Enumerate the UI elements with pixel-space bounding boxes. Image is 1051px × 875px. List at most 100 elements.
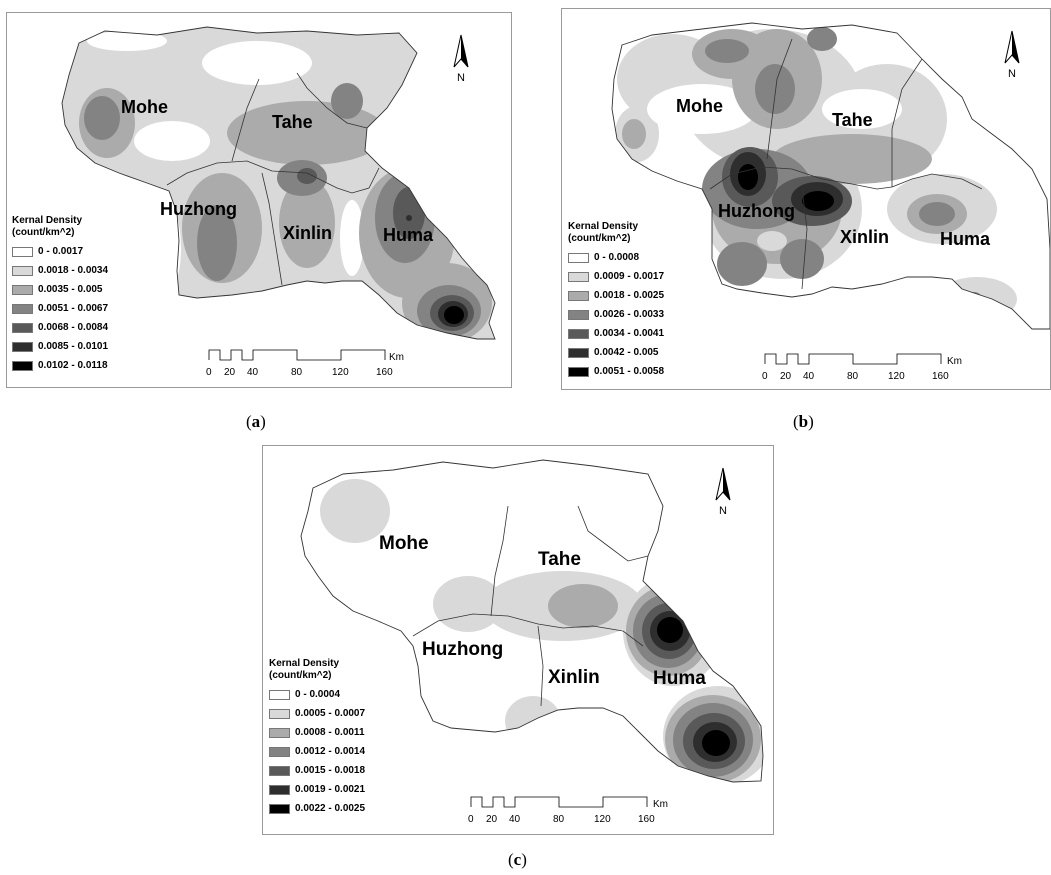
caption-letter: a	[251, 412, 261, 431]
north-label: N	[457, 72, 465, 84]
legend-label: 0.0015 - 0.0018	[295, 765, 366, 776]
region-label-tahe: Tahe	[832, 110, 873, 130]
north-arrow-icon: N	[453, 34, 469, 84]
legend-entry: 0.0035 - 0.005	[12, 280, 108, 299]
region-label-xinlin: Xinlin	[548, 667, 600, 688]
map-panel-a: Mohe Tahe Huzhong Xinlin Huma N Km 0 20 …	[6, 12, 512, 388]
legend-title-line: (count/km^2)	[269, 670, 332, 681]
legend-swatch	[269, 746, 290, 757]
legend-label: 0 - 0.0008	[594, 252, 640, 263]
legend-label: 0.0035 - 0.005	[38, 284, 103, 295]
scale-unit: Km	[389, 352, 404, 363]
caption-b: (b)	[793, 412, 814, 431]
legend-entry: 0 - 0.0017	[12, 242, 108, 261]
legend-title-line: Kernal Density	[568, 221, 639, 232]
scale-tick: 80	[291, 367, 303, 378]
legend-swatch	[12, 246, 33, 257]
legend-entry: 0.0026 - 0.0033	[568, 305, 664, 324]
legend-label: 0.0012 - 0.0014	[295, 746, 366, 757]
legend-label: 0.0051 - 0.0067	[38, 303, 109, 314]
legend-title: Kernal Density (count/km^2)	[568, 221, 664, 245]
legend-swatch	[12, 284, 33, 295]
legend-label: 0.0068 - 0.0084	[38, 322, 109, 333]
legend-swatch	[12, 303, 33, 314]
region-label-tahe: Tahe	[538, 549, 581, 570]
legend-entry: 0.0012 - 0.0014	[269, 742, 365, 761]
north-arrow-icon: N	[1004, 30, 1020, 80]
scale-tick: 0	[762, 371, 768, 382]
region-label-huma: Huma	[653, 668, 706, 689]
region-label-mohe: Mohe	[121, 97, 168, 117]
legend-entry: 0.0018 - 0.0025	[568, 286, 664, 305]
legend-label: 0 - 0.0017	[38, 246, 84, 257]
scale-tick: 120	[888, 371, 905, 382]
legend-entry: 0.0022 - 0.0025	[269, 799, 365, 818]
legend-entry: 0.0008 - 0.0011	[269, 723, 365, 742]
legend-label: 0.0018 - 0.0025	[594, 290, 665, 301]
density-map-b: Mohe Tahe Huzhong Xinlin Huma N Km 0 20 …	[611, 22, 1050, 382]
legend-title-line: (count/km^2)	[12, 227, 75, 238]
legend-entry: 0.0015 - 0.0018	[269, 761, 365, 780]
legend-a: Kernal Density (count/km^2) 0 - 0.0017 0.…	[12, 215, 108, 375]
scale-tick: 0	[206, 367, 212, 378]
map-panel-c: Mohe Tahe Huzhong Xinlin Huma N Km 0 20 …	[262, 445, 774, 835]
legend-label: 0.0022 - 0.0025	[295, 803, 366, 814]
scale-tick: 40	[509, 814, 521, 825]
legend-swatch	[568, 290, 589, 301]
legend-title: Kernal Density (count/km^2)	[12, 215, 108, 239]
legend-entry: 0.0009 - 0.0017	[568, 267, 664, 286]
legend-swatch	[269, 784, 290, 795]
scale-tick: 0	[468, 814, 474, 825]
legend-title-line: Kernal Density	[12, 215, 83, 226]
legend-label: 0.0102 - 0.0118	[38, 360, 108, 371]
region-label-huzhong: Huzhong	[718, 201, 795, 221]
density-map-a: Mohe Tahe Huzhong Xinlin Huma N Km 0 20 …	[61, 26, 496, 378]
legend-entry: 0.0018 - 0.0034	[12, 261, 108, 280]
legend-swatch	[568, 271, 589, 282]
legend-entry: 0.0042 - 0.005	[568, 343, 664, 362]
scale-tick: 20	[224, 367, 236, 378]
legend-label: 0.0034 - 0.0041	[594, 328, 665, 339]
caption-letter: b	[798, 412, 809, 431]
scale-tick: 40	[247, 367, 259, 378]
legend-label: 0.0042 - 0.005	[594, 347, 659, 358]
legend-entry: 0.0051 - 0.0067	[12, 299, 108, 318]
region-label-huma: Huma	[940, 229, 991, 249]
scale-tick: 160	[932, 371, 949, 382]
legend-label: 0.0051 - 0.0058	[594, 366, 665, 377]
scale-unit: Km	[653, 799, 668, 810]
legend-swatch	[568, 366, 589, 377]
legend-swatch	[568, 347, 589, 358]
legend-entry: 0 - 0.0004	[269, 685, 365, 704]
legend-entry: 0.0005 - 0.0007	[269, 704, 365, 723]
legend-swatch	[12, 322, 33, 333]
legend-swatch	[269, 727, 290, 738]
caption-letter: c	[513, 850, 522, 869]
region-label-xinlin: Xinlin	[840, 227, 889, 247]
scale-bar: Km 0 20 40 80 120 160	[468, 796, 668, 825]
region-label-tahe: Tahe	[272, 112, 313, 132]
legend-swatch	[568, 328, 589, 339]
legend-swatch	[568, 309, 589, 320]
legend-entry: 0.0068 - 0.0084	[12, 318, 108, 337]
legend-label: 0.0018 - 0.0034	[38, 265, 109, 276]
legend-entry: 0.0034 - 0.0041	[568, 324, 664, 343]
legend-swatch	[12, 360, 33, 371]
scale-tick: 160	[376, 367, 393, 378]
legend-title: Kernal Density (count/km^2)	[269, 658, 365, 682]
legend-label: 0.0026 - 0.0033	[594, 309, 665, 320]
legend-b: Kernal Density (count/km^2) 0 - 0.0008 0.…	[568, 221, 664, 381]
legend-label: 0.0009 - 0.0017	[594, 271, 665, 282]
legend-label: 0.0085 - 0.0101	[38, 341, 109, 352]
legend-entry: 0.0102 - 0.0118	[12, 356, 108, 375]
legend-label: 0 - 0.0004	[295, 689, 341, 700]
legend-swatch	[269, 803, 290, 814]
legend-label: 0.0019 - 0.0021	[295, 784, 366, 795]
scale-tick: 40	[803, 371, 815, 382]
region-label-mohe: Mohe	[676, 96, 723, 116]
caption-c: (c)	[508, 850, 527, 869]
legend-title-line: Kernal Density	[269, 658, 340, 669]
scale-tick: 20	[486, 814, 498, 825]
legend-entry: 0.0051 - 0.0058	[568, 362, 664, 381]
region-label-xinlin: Xinlin	[283, 223, 332, 243]
